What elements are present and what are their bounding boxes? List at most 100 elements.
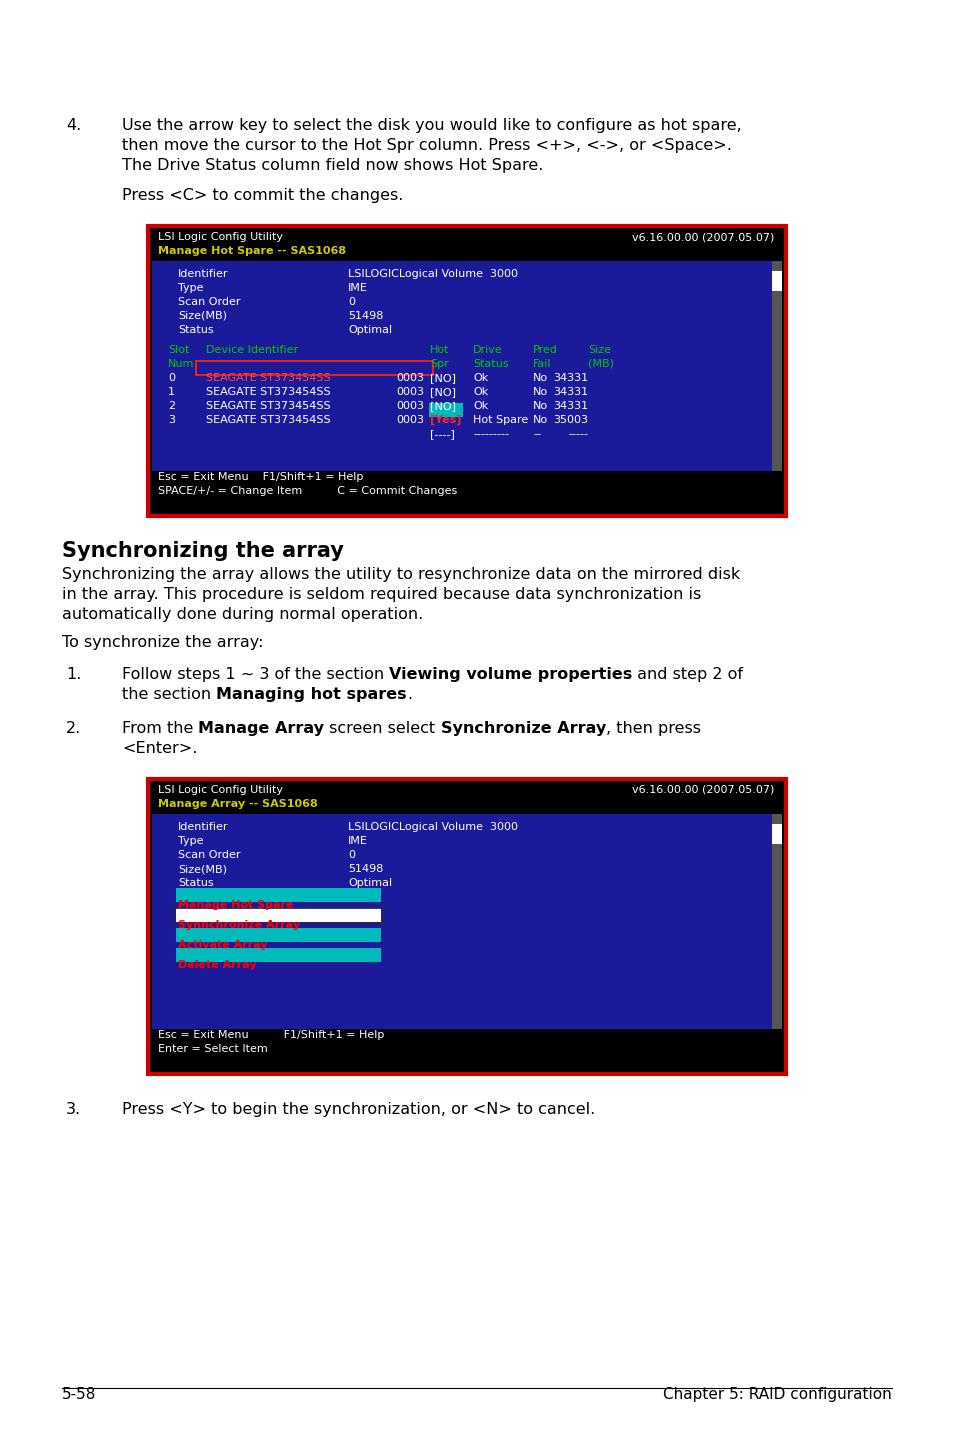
Text: LSI Logic Config Utility: LSI Logic Config Utility: [158, 785, 283, 795]
Text: SEAGATE ST373454SS: SEAGATE ST373454SS: [206, 387, 331, 397]
Text: Manage Hot Spare: Manage Hot Spare: [178, 900, 294, 910]
Text: Synchronizing the array: Synchronizing the array: [62, 541, 343, 561]
Bar: [198, 361, 433, 374]
Text: Fail: Fail: [533, 360, 551, 370]
Text: No: No: [533, 416, 548, 426]
Text: Viewing volume properties: Viewing volume properties: [389, 667, 632, 682]
Text: <Enter>.: <Enter>.: [122, 741, 197, 756]
Text: 2.: 2.: [66, 720, 81, 736]
Text: Scan Order: Scan Order: [178, 298, 240, 306]
Text: Manage Hot Spare -- SAS1068: Manage Hot Spare -- SAS1068: [158, 246, 346, 256]
Bar: [148, 226, 785, 516]
Text: Drive: Drive: [473, 345, 502, 355]
Text: (MB): (MB): [587, 360, 614, 370]
Text: Identifier: Identifier: [178, 823, 229, 833]
Bar: [152, 814, 771, 1030]
Text: [NO]: [NO]: [430, 372, 456, 383]
Text: Num: Num: [168, 360, 194, 370]
Text: Identifier: Identifier: [178, 269, 229, 279]
Text: Managing hot spares: Managing hot spares: [216, 687, 406, 702]
Text: 2: 2: [168, 401, 175, 411]
Text: Scan Order: Scan Order: [178, 850, 240, 860]
Text: .: .: [406, 687, 412, 702]
Text: LSILOGICLogical Volume  3000: LSILOGICLogical Volume 3000: [348, 823, 517, 833]
Text: Esc = Exit Menu    F1/Shift+1 = Help: Esc = Exit Menu F1/Shift+1 = Help: [158, 472, 363, 482]
Text: 0003: 0003: [395, 416, 423, 426]
Text: 0003: 0003: [395, 372, 423, 383]
Text: SPACE/+/- = Change Item          C = Commit Changes: SPACE/+/- = Change Item C = Commit Chang…: [158, 486, 456, 496]
Text: -----: -----: [567, 429, 587, 439]
Bar: [175, 928, 380, 942]
Text: Slot: Slot: [168, 345, 190, 355]
Text: ---------: ---------: [473, 429, 509, 439]
Text: Spr: Spr: [430, 360, 448, 370]
Text: Esc = Exit Menu          F1/Shift+1 = Help: Esc = Exit Menu F1/Shift+1 = Help: [158, 1030, 384, 1040]
Text: in the array. This procedure is seldom required because data synchronization is: in the array. This procedure is seldom r…: [62, 587, 700, 603]
Text: 3: 3: [168, 416, 174, 426]
Text: Synchronizing the array allows the utility to resynchronize data on the mirrored: Synchronizing the array allows the utili…: [62, 567, 740, 582]
Text: [----]: [----]: [430, 429, 455, 439]
Text: then move the cursor to the Hot Spr column. Press <+>, <->, or <Space>.: then move the cursor to the Hot Spr colu…: [122, 138, 731, 152]
Text: 3.: 3.: [66, 1102, 81, 1117]
Text: [NO]: [NO]: [430, 401, 456, 411]
Text: [NO]: [NO]: [430, 387, 456, 397]
Text: 4.: 4.: [66, 118, 81, 132]
Text: Enter = Select Item: Enter = Select Item: [158, 1044, 268, 1054]
Text: Ok: Ok: [473, 372, 488, 383]
Text: Activate Array: Activate Array: [178, 940, 268, 951]
Text: Size(MB): Size(MB): [178, 864, 227, 874]
Text: LSILOGICLogical Volume  3000: LSILOGICLogical Volume 3000: [348, 269, 517, 279]
Text: Status: Status: [178, 879, 213, 889]
Text: Ok: Ok: [473, 387, 488, 397]
Text: Type: Type: [178, 283, 203, 293]
Text: screen select: screen select: [324, 720, 440, 736]
Bar: [771, 814, 781, 1030]
Text: 5-58: 5-58: [62, 1388, 96, 1402]
Text: 34331: 34331: [553, 387, 587, 397]
Text: v6.16.00.00 (2007.05.07): v6.16.00.00 (2007.05.07): [631, 232, 773, 242]
Text: Device Identifier: Device Identifier: [206, 345, 297, 355]
Text: 0003: 0003: [395, 401, 423, 411]
Text: Manage Array: Manage Array: [198, 720, 324, 736]
Text: , then press: , then press: [605, 720, 700, 736]
Bar: [429, 403, 462, 417]
Text: Press <C> to commit the changes.: Press <C> to commit the changes.: [122, 188, 403, 203]
Text: To synchronize the array:: To synchronize the array:: [62, 636, 263, 650]
Text: [Yes]: [Yes]: [430, 416, 461, 426]
Bar: [152, 262, 771, 472]
Text: No: No: [533, 401, 548, 411]
Text: No: No: [533, 372, 548, 383]
Text: Status: Status: [473, 360, 508, 370]
Text: 34331: 34331: [553, 372, 587, 383]
Bar: [173, 907, 382, 923]
Bar: [175, 907, 380, 922]
Text: SEAGATE ST373454SS: SEAGATE ST373454SS: [206, 372, 331, 383]
Text: 0: 0: [348, 850, 355, 860]
Text: No: No: [533, 387, 548, 397]
Text: 35003: 35003: [553, 416, 587, 426]
Text: Optimal: Optimal: [348, 325, 392, 335]
Text: Manage Array -- SAS1068: Manage Array -- SAS1068: [158, 800, 317, 810]
Text: --: --: [533, 429, 540, 439]
Bar: [148, 779, 785, 1074]
Text: 0: 0: [168, 372, 174, 383]
Text: 1.: 1.: [66, 667, 81, 682]
Text: 51498: 51498: [348, 864, 383, 874]
Text: SEAGATE ST373454SS: SEAGATE ST373454SS: [206, 401, 331, 411]
Text: Use the arrow key to select the disk you would like to configure as hot spare,: Use the arrow key to select the disk you…: [122, 118, 741, 132]
Text: Synchronize Array: Synchronize Array: [440, 720, 605, 736]
Text: LSI Logic Config Utility: LSI Logic Config Utility: [158, 232, 283, 242]
Text: Size(MB): Size(MB): [178, 311, 227, 321]
Text: 0003: 0003: [395, 387, 423, 397]
Text: v6.16.00.00 (2007.05.07): v6.16.00.00 (2007.05.07): [631, 785, 773, 795]
Text: automatically done during normal operation.: automatically done during normal operati…: [62, 607, 423, 623]
Bar: [175, 948, 380, 962]
Text: Hot Spare: Hot Spare: [473, 416, 528, 426]
Bar: [771, 262, 781, 472]
Text: 0: 0: [348, 298, 355, 306]
Text: Press <Y> to begin the synchronization, or <N> to cancel.: Press <Y> to begin the synchronization, …: [122, 1102, 595, 1117]
Text: Hot: Hot: [430, 345, 449, 355]
Text: Ok: Ok: [473, 401, 488, 411]
Text: 34331: 34331: [553, 401, 587, 411]
Text: Type: Type: [178, 835, 203, 846]
